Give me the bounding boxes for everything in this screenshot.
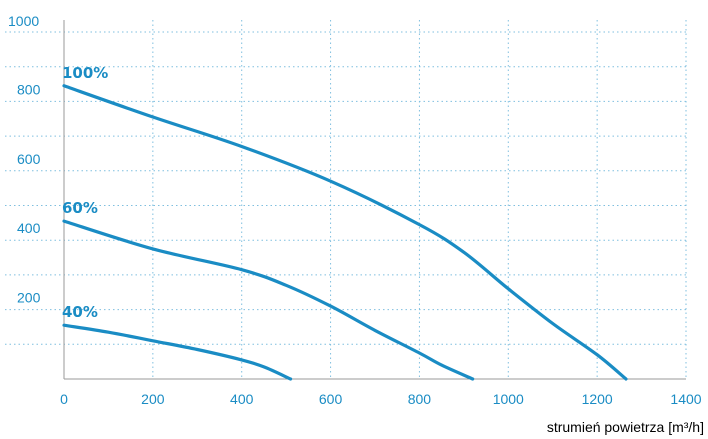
series-line-100pct <box>62 84 628 381</box>
y-tick-label: 800 <box>17 81 41 97</box>
series-layer: 100% 60% 40% <box>62 64 628 381</box>
y-tick-label: 200 <box>17 290 41 306</box>
x-tick-label: 0 <box>60 391 68 407</box>
x-tick-label: 800 <box>408 391 432 407</box>
x-tick-label: 200 <box>141 391 165 407</box>
x-tick-label: 1400 <box>670 391 701 407</box>
y-tick-label: 600 <box>17 151 41 167</box>
x-tick-label: 1000 <box>493 391 524 407</box>
series-label-60pct: 60% <box>62 199 98 217</box>
axes <box>63 20 686 380</box>
series-line-40pct <box>62 323 293 381</box>
series-line-60pct <box>62 219 475 381</box>
y-tick-label: 1000 <box>8 13 39 29</box>
x-axis-title: strumień powietrza [m³/h] <box>547 419 704 435</box>
x-tick-label: 1200 <box>582 391 613 407</box>
series-label-40pct: 40% <box>62 303 98 321</box>
y-tick-labels: 200 400 600 800 1000 <box>8 13 41 306</box>
y-tick-label: 400 <box>17 220 41 236</box>
x-tick-label: 600 <box>319 391 343 407</box>
x-tick-labels: 0 200 400 600 800 1000 1200 1400 <box>60 391 702 407</box>
x-tick-label: 400 <box>230 391 254 407</box>
series-label-100pct: 100% <box>62 64 108 82</box>
